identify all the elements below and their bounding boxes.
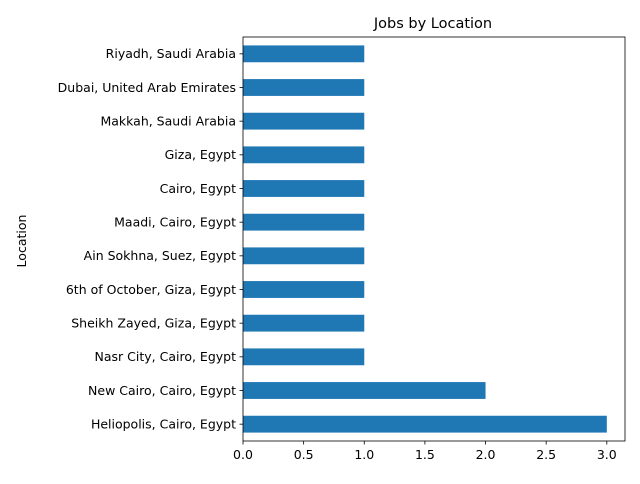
bar-heliopolis-cairo-egypt — [243, 415, 607, 433]
y-tick-label: Heliopolis, Cairo, Egypt — [91, 417, 236, 432]
y-tick-label: Riyadh, Saudi Arabia — [106, 46, 236, 61]
x-tick-label: 0.5 — [294, 447, 314, 462]
bar-riyadh-saudi-arabia — [243, 45, 365, 63]
x-tick-label: 1.5 — [415, 447, 435, 462]
y-tick-label: Makkah, Saudi Arabia — [100, 114, 236, 129]
x-tick-label: 3.0 — [597, 447, 617, 462]
axes-border — [242, 36, 626, 442]
y-tick-label: Giza, Egypt — [165, 147, 236, 162]
bar-cairo-egypt — [243, 180, 365, 197]
x-tick-labels: 0.0 0.5 1.0 1.5 2.0 2.5 3.0 — [233, 441, 617, 462]
y-tick-label: Cairo, Egypt — [160, 181, 236, 196]
y-tick-label: Maadi, Cairo, Egypt — [114, 215, 236, 230]
bar-ain-sokhna-suez-egypt — [243, 247, 365, 265]
bar-maadi-cairo-egypt — [243, 213, 365, 231]
bar-sheikh-zayed-giza-egypt — [243, 314, 365, 332]
y-tick-label: Sheikh Zayed, Giza, Egypt — [71, 316, 236, 331]
x-tick-label: 0.0 — [233, 447, 253, 462]
bar-makkah-saudi-arabia — [243, 112, 365, 130]
bar-dubai-united-arab-emirates — [243, 79, 365, 96]
y-tick-label: 6th of October, Giza, Egypt — [66, 282, 236, 297]
y-tick-label: Dubai, United Arab Emirates — [58, 80, 236, 95]
y-tick-labels: Heliopolis, Cairo, Egypt New Cairo, Cairo… — [58, 46, 243, 432]
y-tick-label: Ain Sokhna, Suez, Egypt — [84, 248, 236, 263]
y-tick-label: Nasr City, Cairo, Egypt — [95, 349, 237, 364]
plot-frame — [242, 36, 626, 442]
y-tick-label: New Cairo, Cairo, Egypt — [88, 383, 236, 398]
x-tick-label: 2.5 — [536, 447, 556, 462]
bar-nasr-city-cairo-egypt — [243, 348, 365, 366]
x-tick-label: 2.0 — [476, 447, 496, 462]
x-tick-label: 1.0 — [354, 447, 374, 462]
bar-6th-of-october-giza-egypt — [243, 281, 365, 298]
y-axis-label: Location — [14, 215, 29, 268]
bar-new-cairo-cairo-egypt — [243, 382, 486, 399]
chart-title: Jobs by Location — [373, 16, 492, 32]
bar-giza-egypt — [243, 146, 365, 164]
bars-group — [243, 45, 607, 433]
